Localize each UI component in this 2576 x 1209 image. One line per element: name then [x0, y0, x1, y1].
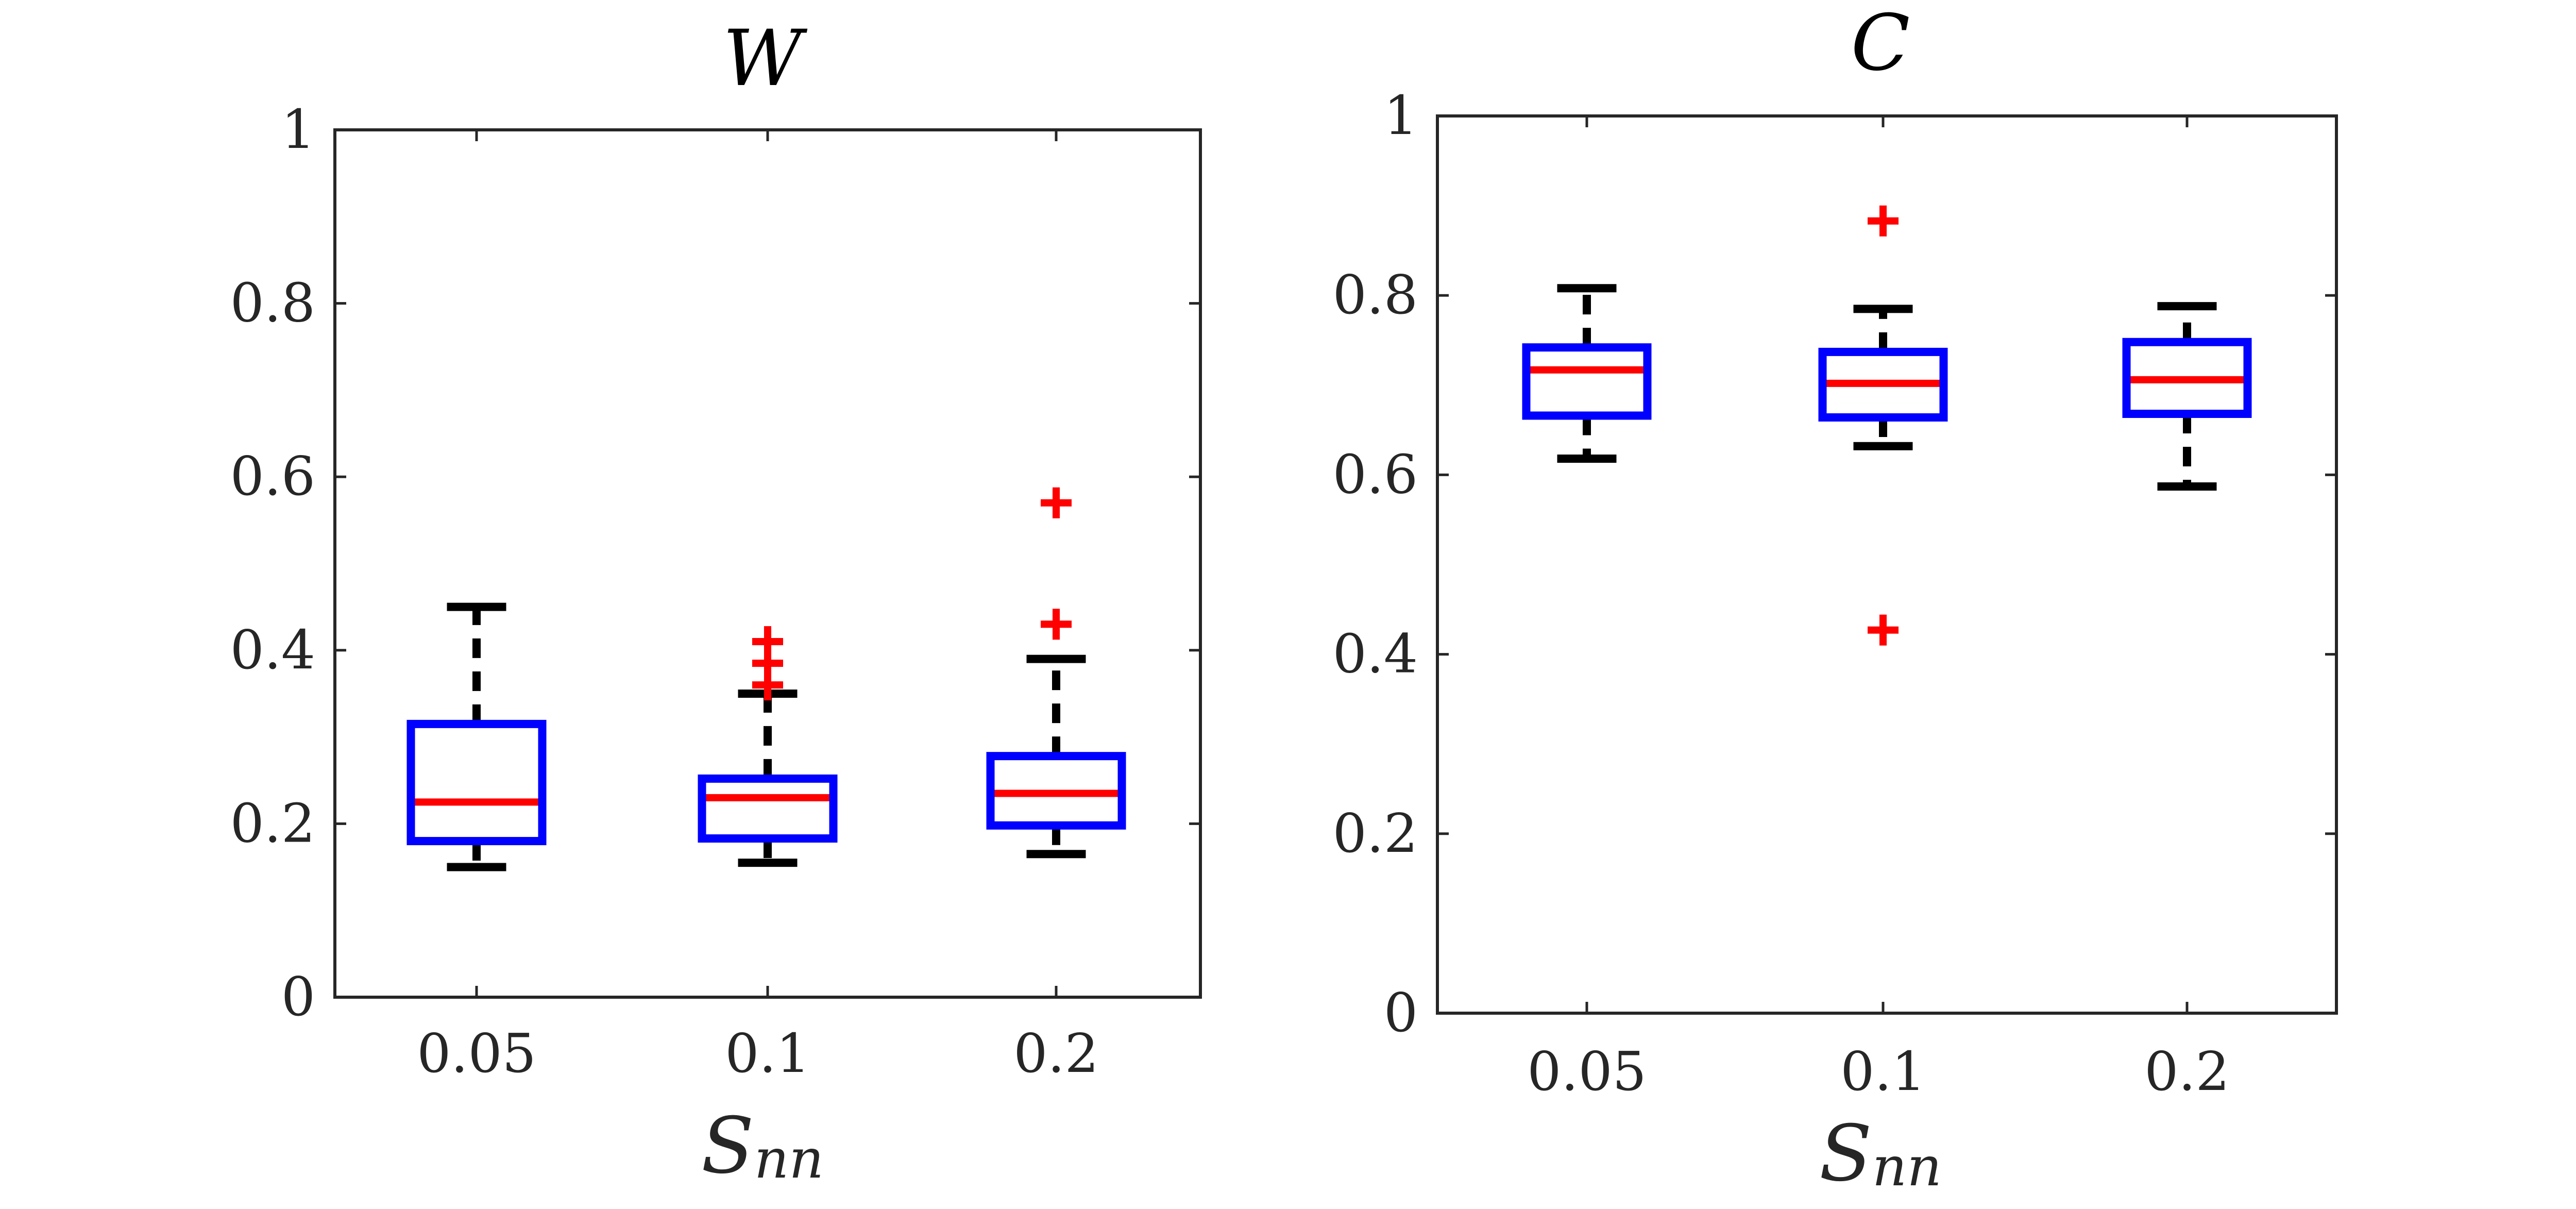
panel-title: C [1851, 0, 1910, 88]
y-tick-label: 0 [281, 965, 315, 1028]
x-tick-label: 0.05 [1527, 1040, 1647, 1103]
plot-area-frame [1436, 114, 2338, 1015]
y-tick-label: 0.6 [1333, 443, 1418, 506]
x-axis-label-subscript: nn [754, 1128, 824, 1190]
y-tick-label: 0.2 [1333, 802, 1418, 865]
y-tick-label: 0.6 [230, 445, 315, 508]
panel-c: C Snn 0 0.2 0.4 0.6 0.8 1 0.05 0.1 0.2 [1333, 0, 2338, 1199]
outlier-marker [1041, 487, 1072, 518]
box-iqr [698, 774, 838, 843]
x-tick-label: 0.2 [1013, 1022, 1098, 1085]
y-tick-label: 0.4 [230, 618, 315, 681]
x-axis-label: Snn [1819, 1109, 1942, 1199]
y-tick-label: 0.4 [1333, 623, 1418, 685]
y-tick-label: 0.2 [230, 792, 315, 854]
x-axis-label: Snn [701, 1101, 824, 1191]
panel-w: W Snn 0 0.2 0.4 0.6 0.8 1 0.05 0.1 0.2 [230, 14, 1202, 1191]
y-tick-label: 1 [1384, 84, 1418, 147]
y-tick-label: 0.8 [230, 272, 315, 334]
outlier-marker [1868, 614, 1899, 646]
y-tick-label: 0 [1384, 981, 1418, 1044]
x-tick-label: 0.1 [725, 1022, 810, 1085]
x-tick-label: 0.2 [2144, 1040, 2229, 1103]
x-axis-label-main: S [701, 1101, 754, 1191]
y-tick-label: 0.8 [1333, 263, 1418, 326]
outlier-marker [752, 626, 783, 657]
x-tick-label: 0.1 [1840, 1040, 1925, 1103]
box-iqr [1522, 343, 1652, 420]
x-axis-label-main: S [1819, 1109, 1872, 1199]
x-tick-label: 0.05 [417, 1022, 536, 1085]
panel-title: W [723, 14, 808, 104]
box-iqr [406, 719, 547, 846]
outlier-marker [1868, 205, 1899, 237]
x-axis-label-subscript: nn [1872, 1135, 1942, 1198]
outlier-marker [1041, 609, 1072, 640]
y-tick-label: 1 [281, 98, 315, 161]
